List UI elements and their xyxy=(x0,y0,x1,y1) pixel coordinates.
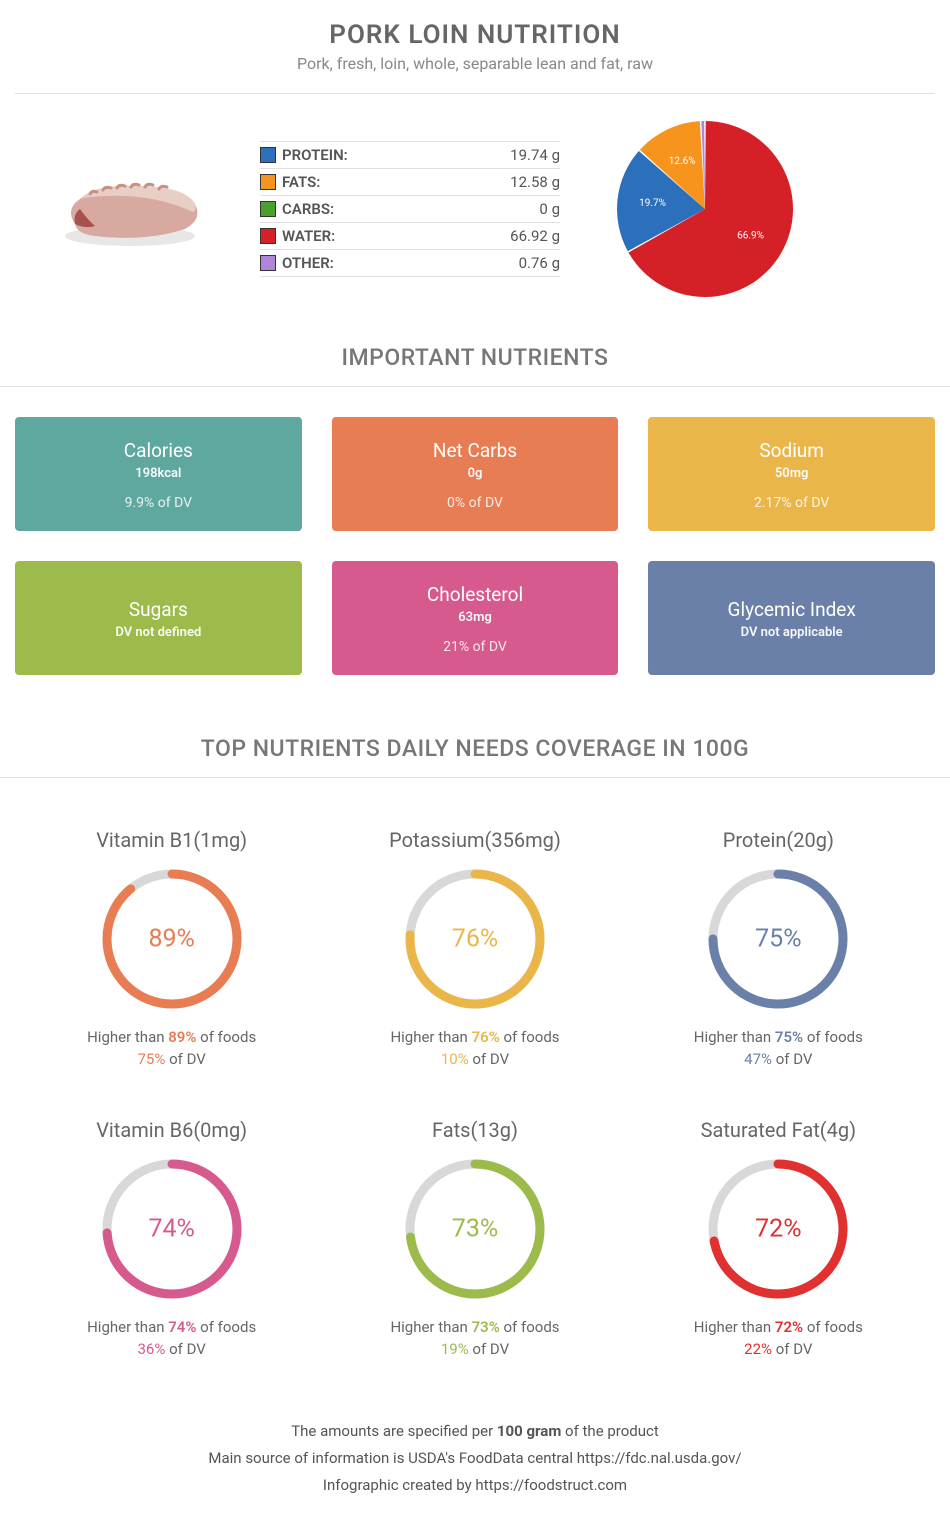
macro-table: PROTEIN: 19.74 g FATS: 12.58 g CARBS: 0 … xyxy=(260,141,560,277)
nutrient-card: Calories 198kcal 9.9% of DV xyxy=(15,417,302,531)
header: PORK LOIN NUTRITION Pork, fresh, loin, w… xyxy=(0,0,950,83)
donut-title: Potassium(356mg) xyxy=(333,828,616,852)
donut-percent: 72% xyxy=(755,1215,801,1244)
macro-row: PROTEIN: 19.74 g xyxy=(260,141,560,169)
color-swatch xyxy=(260,228,276,244)
pie-chart: 66.9% 19.7% 12.6% xyxy=(580,114,830,304)
macro-label: FATS: xyxy=(282,173,510,191)
divider xyxy=(0,777,950,778)
donut-compare: Higher than 74% of foods xyxy=(30,1318,313,1336)
nutrient-cards: Calories 198kcal 9.9% of DV Net Carbs 0g 0%… xyxy=(0,417,950,675)
donut-percent: 74% xyxy=(148,1215,194,1244)
section-title-donuts: TOP NUTRIENTS DAILY NEEDS COVERAGE IN 10… xyxy=(0,735,950,762)
macro-value: 66.92 g xyxy=(510,227,560,245)
donut-item: Fats(13g) 73% Higher than 73% of foods 1… xyxy=(333,1118,616,1358)
footer-line3: Infographic created by https://foodstruc… xyxy=(0,1472,950,1499)
color-swatch xyxy=(260,201,276,217)
donut-grid: Vitamin B1(1mg) 89% Higher than 89% of f… xyxy=(0,808,950,1368)
color-swatch xyxy=(260,255,276,271)
card-dv: 0% of DV xyxy=(342,495,609,511)
macro-value: 0.76 g xyxy=(519,254,560,272)
page-title: PORK LOIN NUTRITION xyxy=(0,20,950,50)
nutrient-card: Cholesterol 63mg 21% of DV xyxy=(332,561,619,675)
product-image xyxy=(20,149,240,269)
svg-text:66.9%: 66.9% xyxy=(737,230,764,241)
donut-item: Potassium(356mg) 76% Higher than 76% of … xyxy=(333,828,616,1068)
donut-dv: 22% of DV xyxy=(637,1340,920,1358)
donut-dv: 36% of DV xyxy=(30,1340,313,1358)
card-value: 63mg xyxy=(342,610,609,625)
footer: The amounts are specified per 100 gram o… xyxy=(0,1418,950,1499)
donut-compare: Higher than 76% of foods xyxy=(333,1028,616,1046)
color-swatch xyxy=(260,147,276,163)
macro-label: PROTEIN: xyxy=(282,146,510,164)
card-dv: 21% of DV xyxy=(342,639,609,655)
footer-line2: Main source of information is USDA's Foo… xyxy=(0,1445,950,1472)
donut-title: Saturated Fat(4g) xyxy=(637,1118,920,1142)
donut-compare: Higher than 72% of foods xyxy=(637,1318,920,1336)
macro-row: CARBS: 0 g xyxy=(260,196,560,223)
donut-item: Vitamin B1(1mg) 89% Higher than 89% of f… xyxy=(30,828,313,1068)
donut-compare: Higher than 75% of foods xyxy=(637,1028,920,1046)
donut-item: Protein(20g) 75% Higher than 75% of food… xyxy=(637,828,920,1068)
donut-chart: 73% xyxy=(400,1154,550,1304)
donut-chart: 72% xyxy=(703,1154,853,1304)
donut-compare: Higher than 73% of foods xyxy=(333,1318,616,1336)
macro-label: OTHER: xyxy=(282,254,519,272)
page-subtitle: Pork, fresh, loin, whole, separable lean… xyxy=(0,54,950,73)
card-title: Sugars xyxy=(25,598,292,621)
top-section: PROTEIN: 19.74 g FATS: 12.58 g CARBS: 0 … xyxy=(0,104,950,324)
card-title: Net Carbs xyxy=(342,439,609,462)
card-value: DV not defined xyxy=(25,625,292,640)
card-dv: 2.17% of DV xyxy=(658,495,925,511)
nutrient-card: Net Carbs 0g 0% of DV xyxy=(332,417,619,531)
donut-percent: 89% xyxy=(148,925,194,954)
donut-dv: 19% of DV xyxy=(333,1340,616,1358)
macro-label: CARBS: xyxy=(282,200,539,218)
footer-line1: The amounts are specified per 100 gram o… xyxy=(0,1418,950,1445)
donut-dv: 47% of DV xyxy=(637,1050,920,1068)
card-title: Calories xyxy=(25,439,292,462)
card-dv: 9.9% of DV xyxy=(25,495,292,511)
nutrient-card: Sodium 50mg 2.17% of DV xyxy=(648,417,935,531)
donut-title: Vitamin B1(1mg) xyxy=(30,828,313,852)
card-title: Cholesterol xyxy=(342,583,609,606)
card-title: Glycemic Index xyxy=(658,598,925,621)
card-value: 50mg xyxy=(658,466,925,481)
donut-dv: 75% of DV xyxy=(30,1050,313,1068)
card-title: Sodium xyxy=(658,439,925,462)
svg-text:19.7%: 19.7% xyxy=(639,198,666,209)
donut-compare: Higher than 89% of foods xyxy=(30,1028,313,1046)
donut-title: Fats(13g) xyxy=(333,1118,616,1142)
donut-chart: 75% xyxy=(703,864,853,1014)
donut-percent: 73% xyxy=(452,1215,498,1244)
macro-label: WATER: xyxy=(282,227,510,245)
donut-title: Vitamin B6(0mg) xyxy=(30,1118,313,1142)
donut-dv: 10% of DV xyxy=(333,1050,616,1068)
donut-percent: 75% xyxy=(755,925,801,954)
card-value: DV not applicable xyxy=(658,625,925,640)
card-value: 198kcal xyxy=(25,466,292,481)
macro-row: FATS: 12.58 g xyxy=(260,169,560,196)
divider xyxy=(0,386,950,387)
donut-title: Protein(20g) xyxy=(637,828,920,852)
divider xyxy=(15,93,935,94)
color-swatch xyxy=(260,174,276,190)
donut-chart: 89% xyxy=(97,864,247,1014)
donut-item: Vitamin B6(0mg) 74% Higher than 74% of f… xyxy=(30,1118,313,1358)
nutrient-card: Glycemic Index DV not applicable xyxy=(648,561,935,675)
donut-item: Saturated Fat(4g) 72% Higher than 72% of… xyxy=(637,1118,920,1358)
donut-chart: 74% xyxy=(97,1154,247,1304)
macro-value: 0 g xyxy=(539,200,560,218)
macro-row: WATER: 66.92 g xyxy=(260,223,560,250)
section-title-nutrients: IMPORTANT NUTRIENTS xyxy=(0,344,950,371)
card-value: 0g xyxy=(342,466,609,481)
donut-percent: 76% xyxy=(452,925,498,954)
macro-value: 19.74 g xyxy=(510,146,560,164)
macro-row: OTHER: 0.76 g xyxy=(260,250,560,277)
macro-value: 12.58 g xyxy=(510,173,560,191)
nutrient-card: Sugars DV not defined xyxy=(15,561,302,675)
svg-text:12.6%: 12.6% xyxy=(669,156,696,167)
donut-chart: 76% xyxy=(400,864,550,1014)
